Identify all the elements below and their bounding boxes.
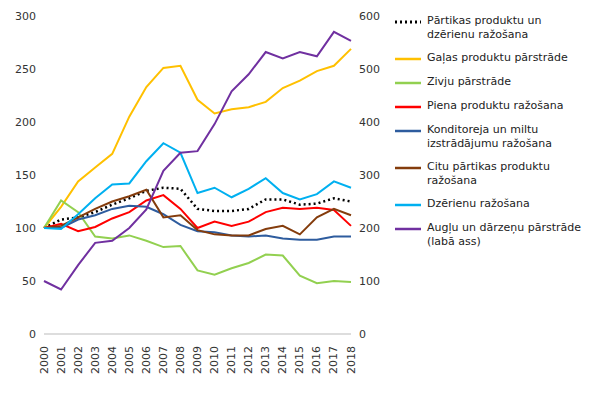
svg-text:200: 200 [15,116,36,129]
html-text:Augļu un dārzeņu pārstrāde (la: Augļu un dārzeņu pārstrāde (labā ass) [427,221,581,248]
svg-text:150: 150 [15,169,36,182]
svg-text:2018: 2018 [345,346,358,374]
svg-text:100: 100 [359,275,380,288]
svg-text:2013: 2013 [259,346,272,374]
svg-text:2007: 2007 [157,346,170,374]
svg-text:2008: 2008 [174,346,187,374]
svg-text:0: 0 [29,328,36,341]
svg-text:2003: 2003 [89,346,102,374]
html-text:Piena produktu ražošana: Piena produktu ražošana [427,99,564,112]
html-text:Gaļas produktu pārstrāde: Gaļas produktu pārstrāde [427,51,568,64]
svg-text:0: 0 [359,328,366,341]
svg-text:100: 100 [15,222,36,235]
svg-text:2015: 2015 [293,346,306,374]
svg-text:300: 300 [15,10,36,23]
svg-text:2002: 2002 [72,346,85,374]
svg-text:400: 400 [359,116,380,129]
svg-text:2001: 2001 [55,346,68,374]
html-text:Konditoreja un miltu izstrādāj: Konditoreja un miltu izstrādājumu ražoša… [427,123,552,150]
svg-text:2010: 2010 [208,346,221,374]
html-text:Pārtikas produktu un dzērienu: Pārtikas produktu un dzērienu ražošana [427,14,542,41]
svg-text:250: 250 [15,63,36,76]
svg-text:2016: 2016 [310,346,323,374]
svg-text:2011: 2011 [225,346,238,374]
svg-text:2000: 2000 [38,346,51,374]
svg-text:2009: 2009 [191,346,204,374]
svg-text:200: 200 [359,222,380,235]
html-text:Dzērienu ražošana: Dzērienu ražošana [427,197,530,210]
svg-text:2012: 2012 [242,346,255,374]
html-text:Citu pārtikas produktu ražošan: Citu pārtikas produktu ražošana [427,160,550,187]
svg-text:600: 600 [359,10,380,23]
svg-text:2004: 2004 [106,346,119,374]
svg-text:2017: 2017 [327,346,340,374]
html-text:Zivju pārstrāde: Zivju pārstrāde [427,75,511,88]
svg-text:500: 500 [359,63,380,76]
svg-text:50: 50 [22,275,36,288]
svg-text:2014: 2014 [276,346,289,374]
svg-text:300: 300 [359,169,380,182]
svg-text:2005: 2005 [123,346,136,374]
svg-text:2006: 2006 [140,346,153,374]
